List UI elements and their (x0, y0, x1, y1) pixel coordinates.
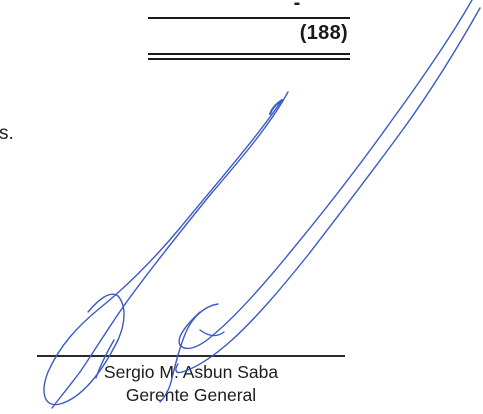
double-underline-top (148, 53, 350, 55)
double-underline-bottom (148, 58, 350, 60)
figure-dash: - (293, 0, 301, 14)
figure-total: (188) (299, 22, 348, 44)
signatory-name: Sergio M. Asbun Saba (103, 362, 279, 382)
signatory-title: Gerente General (125, 385, 257, 405)
single-underline (148, 17, 350, 19)
trailing-text: s. (0, 123, 14, 144)
signature-line (37, 355, 345, 357)
